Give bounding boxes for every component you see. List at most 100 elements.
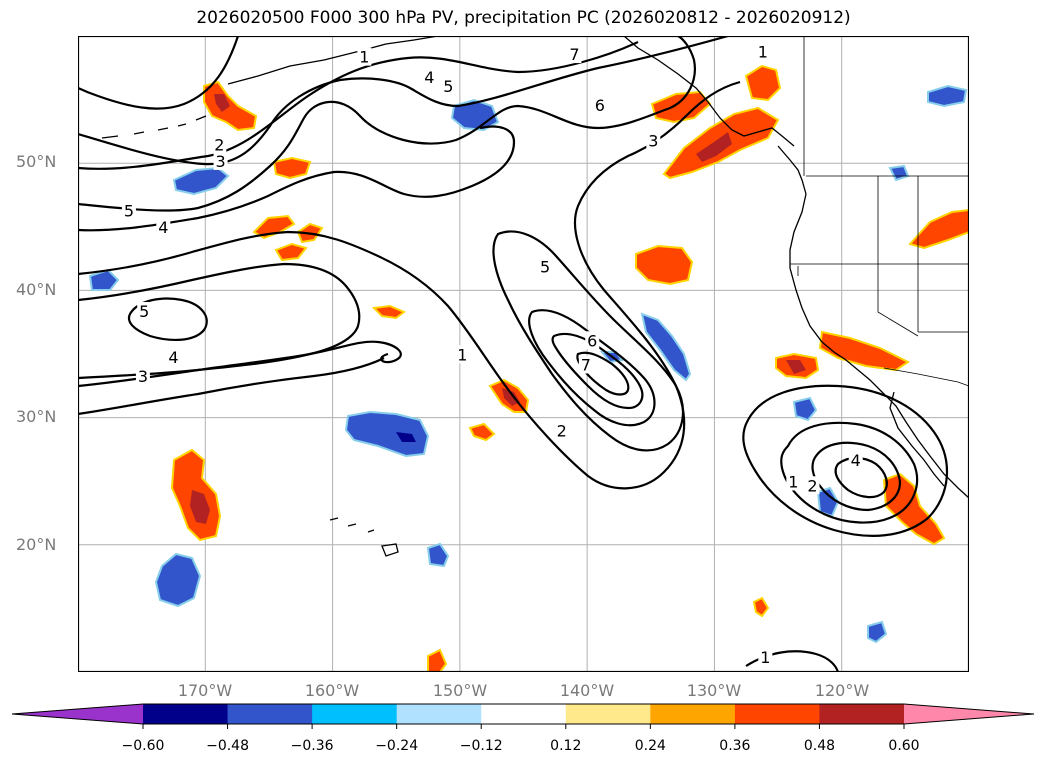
west-coast: [789, 193, 969, 499]
contour-label: 7: [569, 45, 579, 64]
colorbar-tick-label: 0.24: [634, 738, 666, 754]
contour-label-bg: [567, 45, 582, 64]
contour-label: 6: [587, 331, 597, 350]
colorbar-segment: [819, 704, 905, 724]
precip-area: [792, 396, 818, 422]
political-borders: [790, 36, 969, 387]
precip-area: [502, 388, 520, 406]
contour-label-bg: [805, 476, 820, 495]
contour-label: 1: [760, 648, 770, 667]
contour-label-bg: [213, 151, 228, 170]
contour-label: 7: [581, 355, 591, 374]
lon-label-120w: 120°W: [814, 681, 870, 700]
contour-label: 4: [158, 218, 168, 237]
pv-contour: [78, 41, 639, 170]
baja-coast: [889, 391, 945, 487]
precip-area: [752, 596, 770, 618]
contour-label-bg: [441, 76, 456, 95]
lat-label-40n: 40°N: [16, 280, 57, 299]
precip-area: [371, 304, 406, 320]
contour-label-bg: [121, 201, 136, 220]
colorbar-tick-label: −0.36: [290, 738, 334, 754]
precip-positive-areas: [170, 64, 969, 672]
precip-area: [344, 410, 430, 458]
contour-label: 5: [540, 258, 550, 277]
precip-area: [426, 542, 450, 568]
colorbar-tick-label: 0.60: [888, 738, 920, 754]
colorbar-tick-label: −0.12: [459, 738, 503, 754]
pv-contour: [78, 36, 240, 110]
pv-contour: [78, 80, 741, 490]
lat-label-30n: 30°N: [16, 407, 57, 426]
contour-label-bg: [554, 421, 569, 440]
colorbar-segment: [143, 704, 229, 724]
precip-area: [396, 432, 416, 442]
colorbar-tick-label: 0.36: [719, 738, 751, 754]
alaska-coastline: [227, 36, 439, 85]
pv-contour: [528, 309, 656, 427]
precip-area: [867, 620, 888, 644]
precip-area: [888, 164, 910, 182]
pv-contour: [78, 340, 402, 388]
contour-label: 3: [648, 132, 658, 151]
precip-area: [272, 156, 312, 180]
contour-label-bg: [538, 257, 553, 276]
colorbar-tick-label: −0.48: [206, 738, 249, 754]
colorbar-tick-label: −0.24: [375, 738, 419, 754]
contour-label: 1: [788, 472, 798, 491]
pv-contour: [780, 421, 919, 524]
contour-label: 5: [443, 77, 453, 96]
precip-area: [908, 208, 969, 250]
pv-contour: [492, 230, 684, 452]
contour-label: 5: [139, 302, 149, 321]
contour-label-bg: [212, 135, 227, 154]
precip-area: [635, 244, 694, 286]
contour-label: 3: [215, 152, 225, 171]
contour-label-bg: [578, 355, 593, 374]
pv-contour: [78, 36, 729, 166]
pv-contour: [127, 297, 208, 342]
contour-label-bg: [422, 67, 437, 86]
lat-label-50n: 50°N: [16, 152, 57, 171]
contour-label-bg: [755, 42, 770, 61]
pv-contours: [78, 36, 949, 672]
contour-label-bg: [156, 218, 171, 237]
lat-label-20n: 20°N: [16, 535, 57, 554]
lon-label-170w: 170°W: [177, 681, 233, 700]
contour-label: 4: [424, 68, 434, 87]
contour-label-bg: [585, 331, 600, 350]
lon-label-160w: 160°W: [304, 681, 360, 700]
colorbar-tick-label: −0.60: [121, 738, 165, 754]
pv-contour: [78, 36, 696, 212]
colorbar-segment: [650, 704, 736, 724]
lon-label-150w: 150°W: [432, 681, 488, 700]
contour-label: 4: [168, 348, 178, 367]
bc-coast: [777, 145, 807, 195]
pv-contour: [551, 332, 644, 410]
colorbar-tick-label: 0.12: [550, 738, 582, 754]
pv-contour: [78, 262, 361, 380]
pv-contour: [742, 384, 949, 537]
coastlines: [101, 36, 969, 557]
alaska-panhandle-coast: [623, 36, 795, 147]
lon-label-140w: 140°W: [559, 681, 615, 700]
hawaii-islands: [329, 517, 399, 557]
colorbar-tick-label: 0.48: [803, 738, 836, 754]
colorbar-segment: [312, 704, 398, 724]
contour-label-bg: [592, 95, 607, 114]
contour-label: 2: [557, 422, 567, 441]
colorbar-segment: [565, 704, 651, 724]
lon-label-130w: 130°W: [686, 681, 742, 700]
precip-area: [650, 90, 712, 124]
state-borders: [790, 176, 969, 337]
colorbar-segment: [227, 704, 313, 724]
pv-contour: [78, 125, 516, 232]
contour-label-bg: [455, 345, 470, 364]
contour-label-bg: [758, 648, 773, 667]
contour-label-bg: [646, 131, 661, 150]
pv-contour: [78, 357, 385, 416]
precip-area: [816, 486, 840, 518]
map-title: 2026020500 F000 300 hPa PV, precipitatio…: [196, 8, 851, 28]
colorbar-segment: [396, 704, 482, 724]
